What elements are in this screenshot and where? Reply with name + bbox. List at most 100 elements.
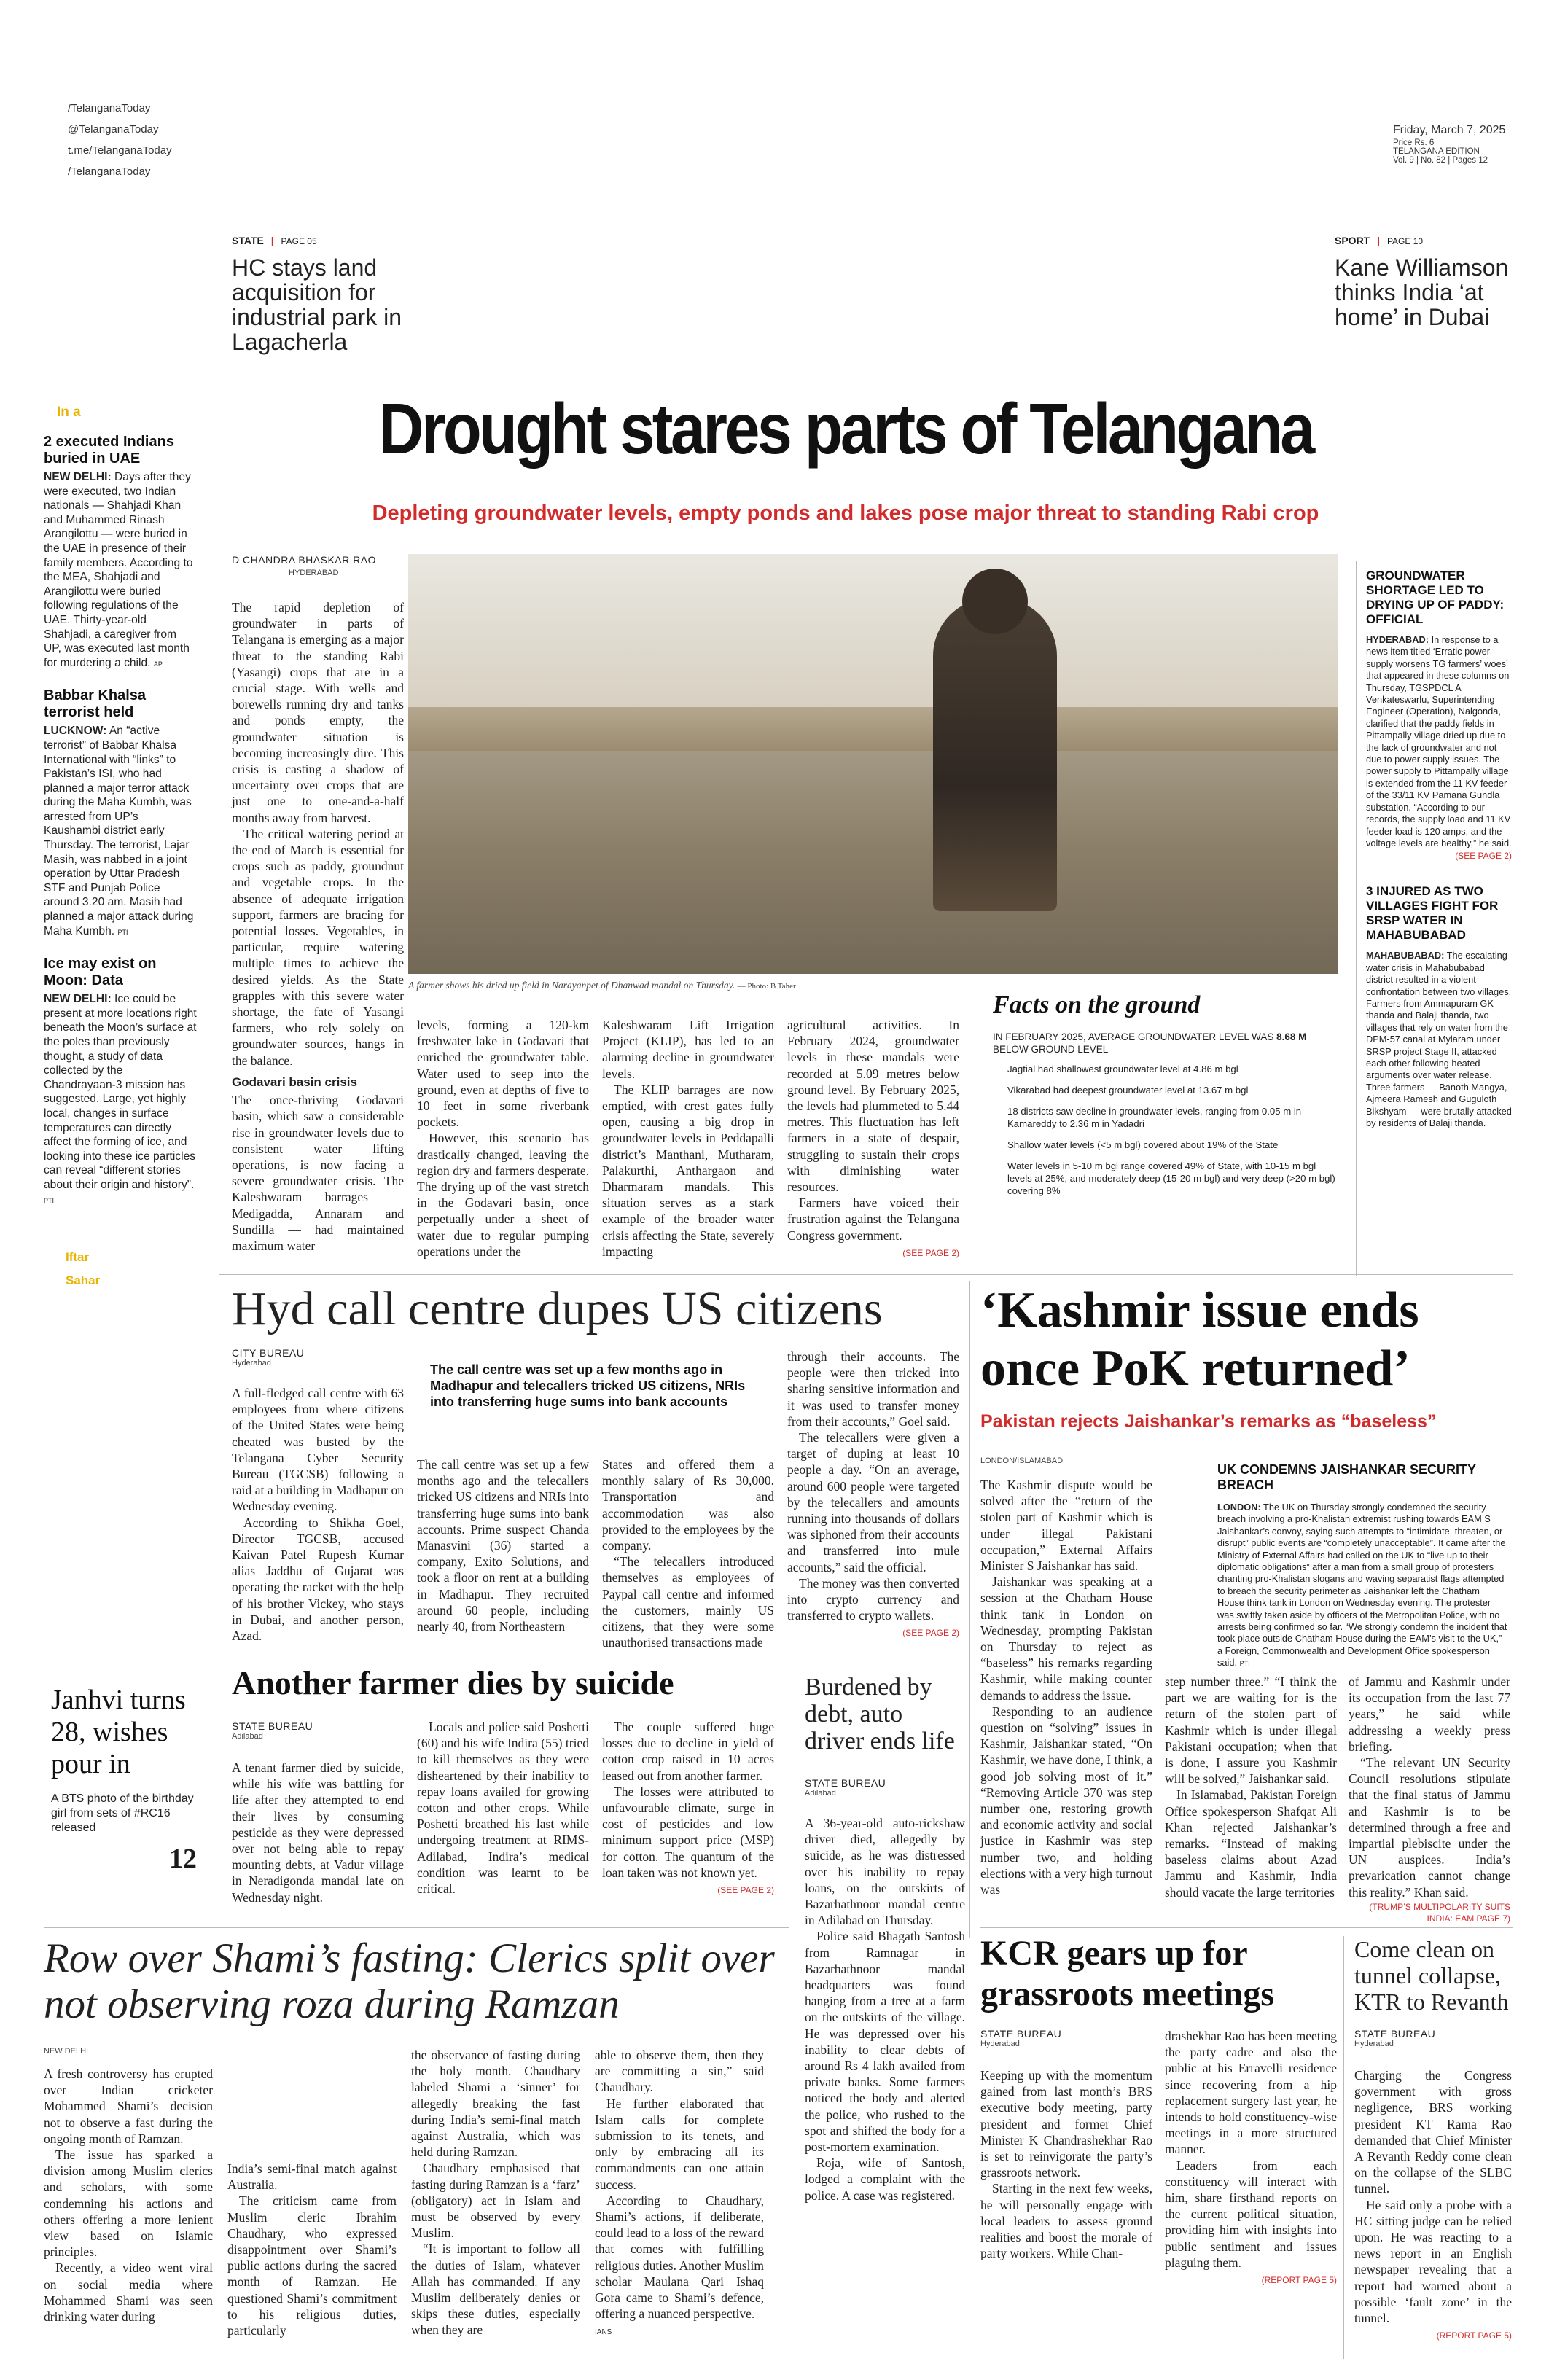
callcentre-col-2: The call centre was set up a few months …	[417, 1456, 589, 1634]
kashmir-col-3: of Jammu and Kashmir under its occupatio…	[1349, 1674, 1510, 1924]
lead-subsection: Godavari basin crisis	[232, 1074, 357, 1089]
right-brief[interactable]: 3 INJURED AS TWO VILLAGES FIGHT FOR SRSP…	[1366, 884, 1512, 1129]
tunnel-headline: Come clean on tunnel collapse, KTR to Re…	[1354, 1936, 1509, 2015]
facts-lead-tail: BELOW GROUND LEVEL	[993, 1044, 1109, 1055]
callcentre-see-page[interactable]: (SEE PAGE 2)	[902, 1628, 959, 1639]
nutshell-label: In a	[57, 405, 81, 420]
shami-col-1: A fresh controversy has erupted over Ind…	[44, 2066, 213, 2325]
teaser-headline: Kane Williamson thinks India ‘at home’ i…	[1335, 254, 1509, 330]
story-paragraph: The losses were attributed to unfavourab…	[602, 1784, 774, 1880]
teaser-section: STATE	[232, 235, 264, 246]
instagram-handle[interactable]: /TelanganaToday	[68, 165, 151, 178]
story-paragraph: A fresh controversy has erupted over Ind…	[44, 2067, 213, 2146]
tunnel-divider	[1343, 1936, 1344, 2359]
right-briefs: GROUNDWATER SHORTAGE LED TO DRYING UP OF…	[1366, 569, 1512, 1129]
story-paragraph: In Islamabad, Pakistan Foreign Office sp…	[1165, 1787, 1337, 1900]
facts-lead-value: 8.68 M	[1276, 1031, 1307, 1042]
shami-col-2: India’s semi-final match against Austral…	[227, 2161, 397, 2338]
farmer-see-page[interactable]: (SEE PAGE 2)	[717, 1885, 774, 1896]
teaser-headline: HC stays land acquisition for industrial…	[232, 254, 402, 355]
story-paragraph: Starting in the next few weeks, he will …	[980, 2181, 1152, 2261]
janhvi-headline: Janhvi turns 28, wishes pour in	[51, 1685, 186, 1779]
auto-place: Adilabad	[805, 1789, 836, 1798]
lead-bottom-rule	[219, 1274, 1513, 1275]
uk-box-credit: PTI	[1239, 1660, 1250, 1668]
story-paragraph: “The relevant UN Security Council resolu…	[1349, 1755, 1510, 1900]
farmer-headline: Another farmer dies by suicide	[232, 1664, 674, 1701]
telegram-handle[interactable]: t.me/TelanganaToday	[68, 144, 172, 157]
farmer-place: Adilabad	[232, 1732, 263, 1741]
uk-condemns-box[interactable]: UK CONDEMNS JAISHANKAR SECURITY BREACH L…	[1217, 1462, 1509, 1670]
issue-edition: TELANGANA EDITION	[1393, 147, 1480, 156]
tunnel-byline-block: STATE BUREAU Hyderabad	[1354, 2028, 1515, 2059]
nutshell-item[interactable]: Babbar Khalsa terrorist held LUCKNOW: An…	[44, 687, 197, 940]
janhvi-promo[interactable]: Janhvi turns 28, wishes pour in A BTS ph…	[51, 1684, 197, 1875]
kcr-byline-block: STATE BUREAU Hyderabad	[980, 2028, 1152, 2059]
uk-box-body: The UK on Thursday strongly condemned th…	[1217, 1502, 1507, 1669]
janhvi-body: A BTS photo of the birthday girl from se…	[51, 1792, 194, 1834]
kcr-col-2: drashekhar Rao has been meeting the part…	[1165, 2028, 1337, 2288]
nutshell-credit: PTI	[44, 1196, 55, 1204]
issue-volume: Vol. 9 | No. 82 | Pages 12	[1393, 156, 1488, 165]
kashmir-see-page[interactable]: (TRUMP’S MULTIPOLARITY SUITS INDIA: EAM …	[1369, 1901, 1510, 1924]
nutshell-item[interactable]: 2 executed Indians buried in UAE NEW DEL…	[44, 434, 197, 671]
brief-body: In response to a news item titled ‘Errat…	[1366, 634, 1512, 848]
lead-paragraph: The KLIP barrages are now emptied, with …	[602, 1082, 774, 1259]
lower-rule	[44, 1927, 789, 1928]
brief-body: The escalating water crisis in Mahabubab…	[1366, 950, 1512, 1128]
story-paragraph: Keeping up with the momentum gained from…	[980, 2068, 1152, 2180]
shami-col-3: the observance of fasting during the hol…	[411, 2047, 580, 2338]
caption-credit: — Photo: B Taher	[737, 982, 796, 991]
auto-headline: Burdened by debt, auto driver ends life	[805, 1674, 955, 1755]
social-handles: /TelanganaToday @TelanganaToday t.me/Tel…	[68, 98, 172, 182]
tunnel-place: Hyderabad	[1354, 2040, 1394, 2048]
nutshell-credit: PTI	[117, 928, 128, 936]
right-brief[interactable]: GROUNDWATER SHORTAGE LED TO DRYING UP OF…	[1366, 569, 1512, 862]
auto-byline: STATE BUREAU	[805, 1777, 886, 1789]
story-paragraph: The money was then converted into crypto…	[787, 1575, 959, 1623]
kashmir-col-1: The Kashmir dispute would be solved afte…	[980, 1477, 1152, 1897]
teaser-page: PAGE 05	[281, 236, 317, 246]
story-paragraph: The issue has sparked a division among M…	[44, 2147, 213, 2260]
story-paragraph: He further elaborated that Islam calls f…	[595, 2096, 764, 2192]
lead-byline: D CHANDRA BHASKAR RAO	[232, 554, 376, 566]
nutshell-item[interactable]: Ice may exist on Moon: Data NEW DELHI: I…	[44, 956, 197, 1208]
lead-paragraph: levels, forming a 120-km freshwater lake…	[417, 1018, 589, 1130]
lead-paragraph: The critical watering period at the end …	[232, 826, 404, 1068]
kcr-headline: KCR gears up for grassroots meetings	[980, 1934, 1275, 2013]
callcentre-pullquote: The call centre was set up a few months …	[430, 1362, 746, 1409]
brief-see-page[interactable]: (SEE PAGE 2)	[1455, 851, 1512, 862]
lead-see-page[interactable]: (SEE PAGE 2)	[902, 1247, 959, 1258]
teaser-sport[interactable]: SPORT | PAGE 10 Kane Williamson thinks I…	[1335, 235, 1517, 329]
brief-headline: 3 INJURED AS TWO VILLAGES FIGHT FOR SRSP…	[1366, 884, 1499, 943]
nutshell-rail: In a 2 executed Indians buried in UAE NE…	[44, 405, 197, 1288]
facts-item: Water levels in 5-10 m bgl range covered…	[1007, 1160, 1335, 1196]
kcr-place: Hyderabad	[980, 2040, 1020, 2048]
brief-dateline: MAHABUBABAD:	[1366, 950, 1445, 961]
teaser-state[interactable]: STATE | PAGE 05 HC stays land acquisitio…	[232, 235, 421, 354]
story-paragraph: A full-fledged call centre with 63 emplo…	[232, 1386, 404, 1514]
issue-price: Price Rs. 6	[1393, 138, 1435, 147]
facebook-handle[interactable]: /TelanganaToday	[68, 102, 151, 114]
story-paragraph: The criticism came from Muslim cleric Ib…	[227, 2193, 397, 2338]
story-paragraph: A 36-year-old auto-rickshaw driver died,…	[805, 1816, 965, 1928]
twitter-handle[interactable]: @TelanganaToday	[68, 123, 159, 136]
story-paragraph: Roja, wife of Santosh, lodged a complain…	[805, 2155, 965, 2203]
brief-headline: GROUNDWATER SHORTAGE LED TO DRYING UP OF…	[1366, 569, 1505, 626]
kcr-byline: STATE BUREAU	[980, 2028, 1062, 2040]
auto-body: A 36-year-old auto-rickshaw driver died,…	[805, 1815, 965, 2204]
story-paragraph: “It is important to follow all the dutie…	[411, 2242, 580, 2338]
callcentre-byline-block: CITY BUREAU Hyderabad	[232, 1347, 404, 1378]
lead-photo-caption: A farmer shows his dried up field in Nar…	[408, 980, 1338, 991]
kcr-see-page[interactable]: (REPORT PAGE 5)	[1261, 2275, 1337, 2286]
nutshell-body: An “active terrorist” of Babbar Khalsa I…	[44, 725, 194, 937]
tunnel-see-page[interactable]: (REPORT PAGE 5)	[1436, 2330, 1512, 2341]
kashmir-subhead: Pakistan rejects Jaishankar’s remarks as…	[980, 1411, 1437, 1432]
facts-item: Shallow water levels (<5 m bgl) covered …	[1007, 1139, 1279, 1150]
story-paragraph: According to Chaudhary, Shami’s actions,…	[595, 2193, 764, 2322]
nutshell-headline: Ice may exist on Moon: Data	[44, 956, 157, 989]
caption-text: A farmer shows his dried up field in Nar…	[408, 980, 735, 991]
story-paragraph: Leaders from each constituency will inte…	[1165, 2158, 1337, 2270]
farmer-col-2: Locals and police said Poshetti (60) and…	[417, 1719, 589, 1897]
tunnel-body: Charging the Congress government with gr…	[1354, 2067, 1512, 2344]
